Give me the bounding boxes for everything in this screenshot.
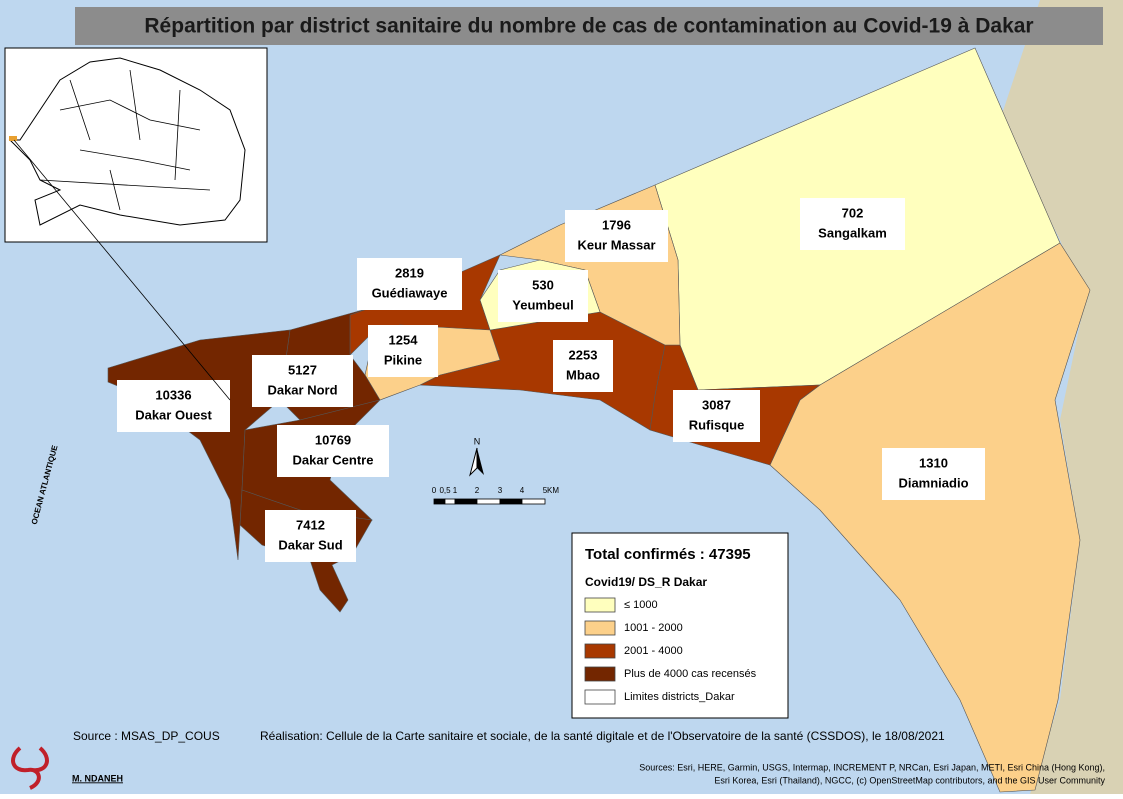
legend-label: ≤ 1000 [624,599,658,611]
district-name: Dakar Centre [293,452,374,467]
legend-swatch [584,620,616,636]
district-cases: 1254 [389,332,419,347]
inset-dakar [9,136,17,141]
district-cases: 1310 [919,455,948,470]
district-name: Diamniadio [898,475,968,490]
legend-swatch [584,666,616,682]
scale-segment [454,498,478,505]
legend-items: ≤ 1000 1001 - 2000 2001 - 4000 Plus de 4000… [584,597,757,705]
label-box [357,258,462,310]
author: M. NDANEH [72,773,123,783]
title-box [75,7,1103,45]
scale-segment [433,498,446,505]
scale-label: 3 [498,486,503,495]
district-name: Pikine [384,352,422,367]
district-cases: 1796 [602,217,631,232]
title: Répartition par district sanitaire du no… [144,15,1033,38]
legend-total: Total confirmés : 47395 [585,546,751,563]
label-box [498,270,588,322]
label-box [553,340,613,392]
total-label: Total confirmés : [585,546,705,563]
district-cases: 530 [532,277,554,292]
total-value: 47395 [709,546,751,563]
scale-bar: 0 0,5 1 2 3 4 5 KM [432,486,559,505]
legend-swatch [584,643,616,659]
inset-country [8,57,246,226]
district-cases: 3087 [702,397,731,412]
legend-label: 1001 - 2000 [624,622,683,634]
label-box [368,325,438,377]
label-box [277,425,389,477]
district-cases: 702 [842,205,864,220]
scale-label: 0,5 [439,486,451,495]
credits-line: Sources: Esri, HERE, Garmin, USGS, Inter… [639,762,1105,772]
district-name: Yeumbeul [512,297,573,312]
scale-segment [476,498,501,505]
scale-label: KM [547,486,559,495]
district-cases: 2253 [569,347,598,362]
district-labels: 702Sangalkam1310Diamniadio3087Rufisque22… [117,198,985,562]
district-name: Dakar Sud [278,537,342,552]
scale-segment [521,498,546,505]
district-name: Dakar Nord [267,382,337,397]
legend-swatch [584,597,616,613]
legend-title: Covid19/ DS_R Dakar [585,575,707,589]
realisation: Réalisation: Cellule de la Carte sanitai… [260,729,945,743]
logo [11,746,49,790]
north-label: N [474,436,481,446]
credits-line: Esri Korea, Esri (Thailand), NGCC, (c) O… [714,775,1105,785]
district-cases: 2819 [395,265,424,280]
scale-label: 4 [520,486,525,495]
district-cases: 7412 [296,517,325,532]
district-cases: 10336 [155,387,191,402]
source: Source : MSAS_DP_COUS [73,729,220,743]
scale-label: 0 [432,486,437,495]
scale-segment [444,498,456,505]
district-cases: 10769 [315,432,351,447]
district-name: Keur Massar [577,237,655,252]
label-box [117,380,230,432]
north-arrow-right [477,448,484,475]
label-box [800,198,905,250]
inset-regions [39,69,211,211]
land-outside [1000,0,1123,794]
scale-segment [499,498,523,505]
label-box [673,390,760,442]
label-box [265,510,356,562]
inset-leader [13,139,231,401]
scale-label: 1 [453,486,458,495]
district-name: Sangalkam [818,225,887,240]
district-name: Dakar Ouest [135,407,212,422]
legend-swatch [584,689,616,705]
district-name: Mbao [566,367,600,382]
legend-label: Plus de 4000 cas recensés [624,668,757,680]
legend-label: 2001 - 4000 [624,645,683,657]
district-name: Guédiawaye [372,285,448,300]
label-box [252,355,353,407]
district-cases: 5127 [288,362,317,377]
scale-label: 5 [543,486,548,495]
legend-label: Limites districts_Dakar [624,691,735,703]
label-box [565,210,668,262]
scale-label: 2 [475,486,480,495]
district-name: Rufisque [689,417,745,432]
label-box [882,448,985,500]
